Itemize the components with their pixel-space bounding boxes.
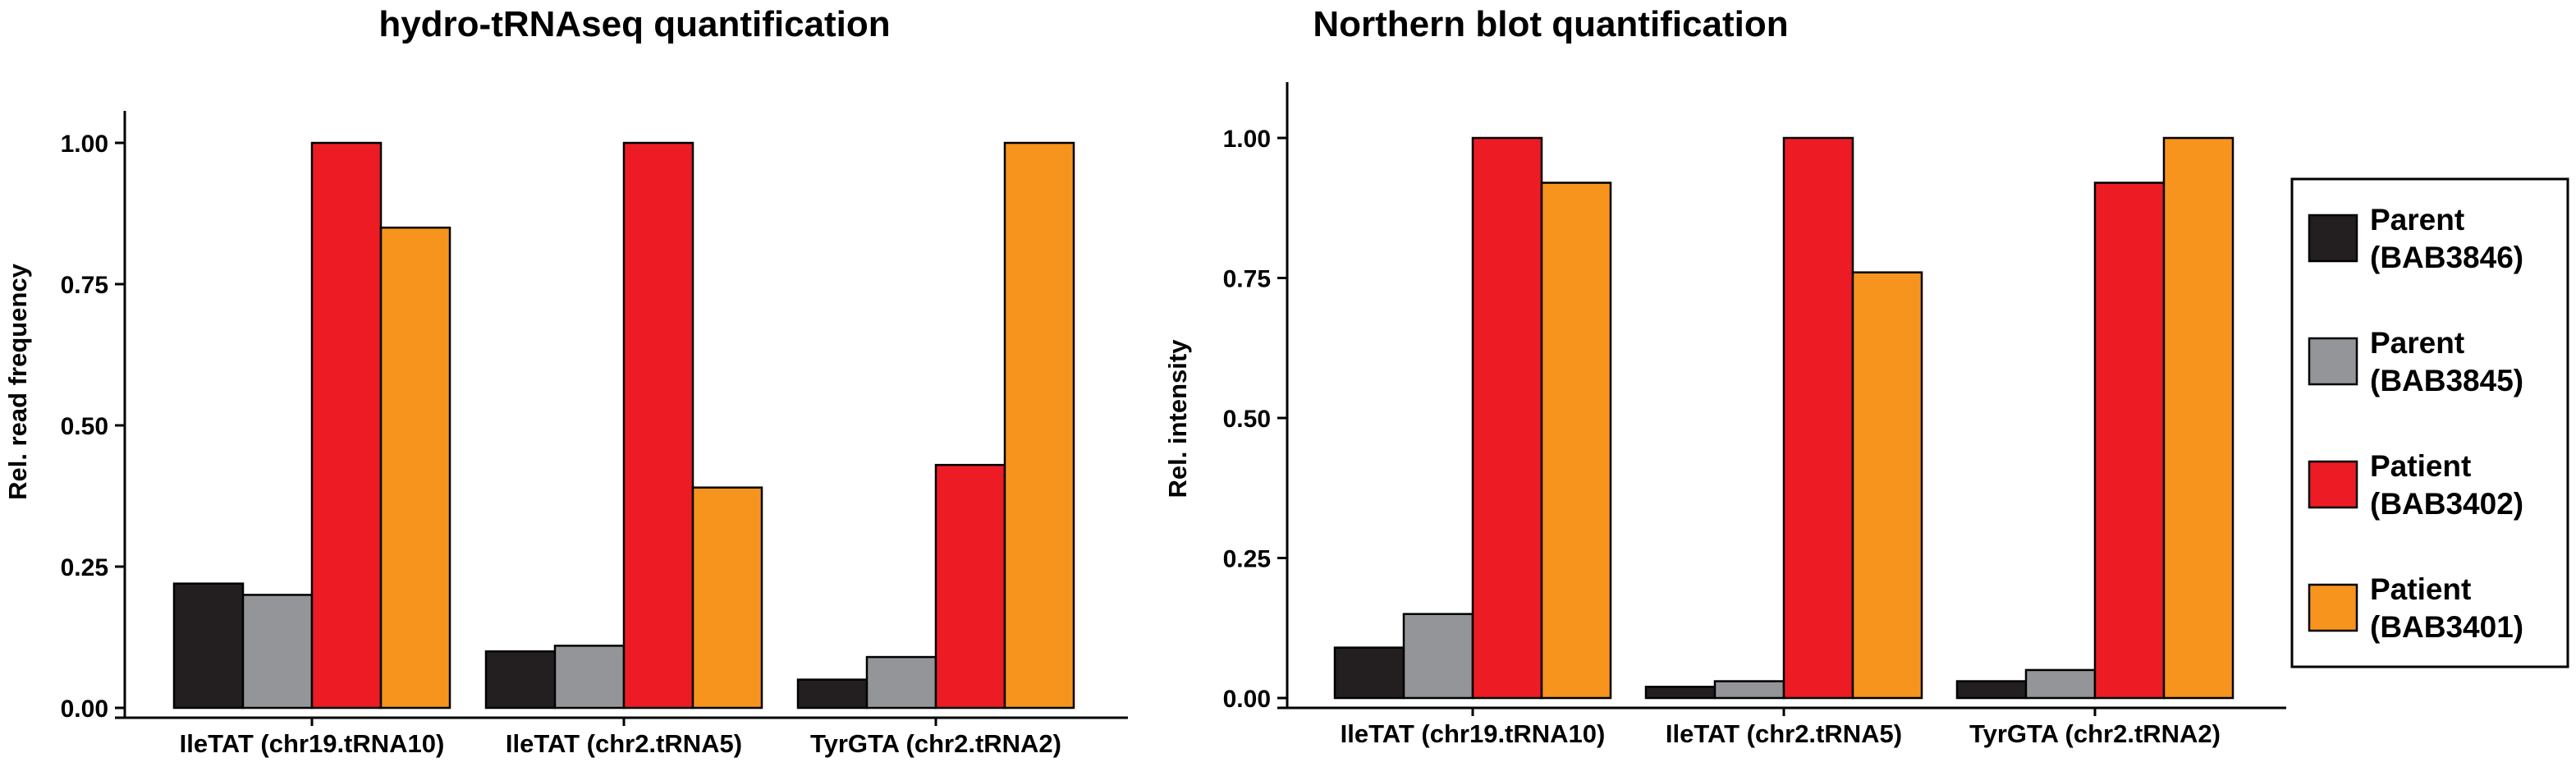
bar — [1644, 686, 1717, 700]
bar — [796, 678, 869, 710]
bar — [1851, 271, 1923, 700]
legend-label: (BAB3845) — [2370, 364, 2523, 397]
x-tick-label: IleTAT (chr19.tRNA10) — [1341, 719, 1606, 748]
x-tick-label: IleTAT (chr19.tRNA10) — [180, 729, 445, 758]
y-tick-label: 0.25 — [61, 554, 108, 581]
legend-label: Patient — [2370, 449, 2471, 483]
bar — [553, 645, 626, 710]
bar — [1003, 141, 1075, 710]
bar — [1540, 181, 1612, 700]
legend-swatch — [2308, 583, 2358, 632]
legend-label: Parent — [2370, 203, 2464, 237]
legend-label: (BAB3846) — [2370, 241, 2523, 274]
y-tick-label: 0.50 — [61, 413, 108, 440]
bar — [1782, 136, 1854, 700]
bar — [379, 226, 451, 710]
y-tick-label: 0.75 — [1223, 266, 1271, 293]
x-tick-label: TyrGTA (chr2.tRNA2) — [810, 729, 1061, 758]
y-tick-label: 1.00 — [61, 131, 108, 158]
legend-label: Parent — [2370, 326, 2464, 360]
legend-swatch — [2308, 337, 2358, 386]
bar — [934, 463, 1006, 710]
x-tick-label: IleTAT (chr2.tRNA5) — [506, 729, 742, 758]
x-tick-label: TyrGTA (chr2.tRNA2) — [1969, 719, 2221, 748]
y-tick-label: 0.75 — [61, 272, 108, 299]
chart-hydro-trnaseq: hydro-tRNAseq quantification Rel. read f… — [3, 4, 1128, 758]
bar — [2093, 181, 2166, 700]
legend-label: (BAB3402) — [2370, 487, 2523, 521]
y-tick-label: 0.00 — [1223, 686, 1271, 713]
bar — [691, 486, 763, 710]
legend-label: Patient — [2370, 572, 2471, 606]
y-tick-label: 0.50 — [1223, 406, 1271, 433]
y-axis-label: Rel. read frequency — [3, 263, 32, 499]
bar — [1333, 646, 1405, 700]
bar — [2024, 668, 2097, 700]
bar — [484, 650, 557, 710]
legend-label: (BAB3401) — [2370, 610, 2523, 644]
bar — [865, 655, 937, 710]
y-tick-label: 0.25 — [1223, 546, 1271, 573]
chart-title: hydro-tRNAseq quantification — [378, 4, 890, 44]
bar — [2162, 136, 2235, 700]
chart-northern-blot: Northern blot quantification Rel. intens… — [1163, 4, 2286, 748]
bar — [241, 594, 314, 710]
y-tick-label: 0.00 — [61, 696, 108, 723]
y-tick-label: 1.00 — [1223, 126, 1271, 153]
legend: Parent (BAB3846) Parent (BAB3845) Patient (BA… — [2290, 177, 2569, 668]
x-tick-label: IleTAT (chr2.tRNA5) — [1666, 719, 1902, 748]
bar — [1471, 136, 1543, 700]
bar — [1955, 680, 2028, 700]
bar — [1402, 613, 1474, 700]
bar — [622, 141, 694, 710]
bar — [172, 582, 245, 710]
bar — [310, 141, 383, 710]
chart-title: Northern blot quantification — [1313, 4, 1788, 44]
legend-swatch — [2308, 214, 2358, 263]
y-axis-label: Rel. intensity — [1163, 339, 1192, 498]
bar — [1713, 680, 1785, 700]
legend-swatch — [2308, 460, 2358, 509]
